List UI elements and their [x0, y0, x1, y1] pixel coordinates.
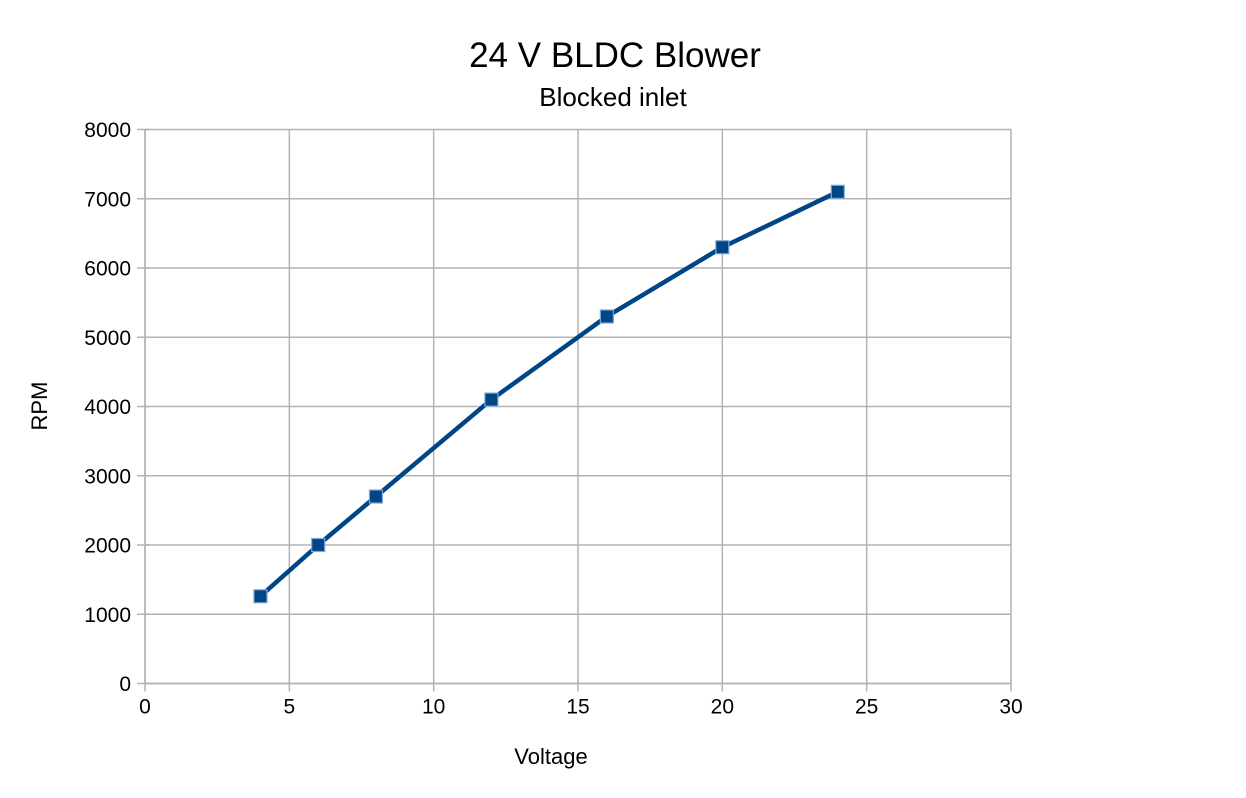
x-tick-label: 25 [855, 696, 878, 719]
y-tick-label: 7000 [84, 188, 131, 211]
chart-subtitle: Blocked inlet [539, 82, 687, 112]
chart-title: 24 V BLDC Blower [469, 36, 761, 75]
data-point-marker [368, 489, 384, 504]
data-point-marker [253, 589, 268, 604]
x-tick-label: 0 [139, 696, 151, 719]
data-point-marker [830, 184, 845, 199]
y-tick-label: 6000 [84, 258, 131, 281]
data-point-marker [484, 392, 499, 407]
data-point-marker [311, 537, 326, 553]
y-tick-label: 0 [119, 673, 131, 696]
series-line [258, 189, 839, 598]
x-axis-title: Voltage [514, 744, 588, 769]
y-tick-label: 8000 [84, 119, 131, 142]
y-tick-label: 1000 [84, 604, 131, 627]
x-tick-label: 30 [999, 696, 1022, 719]
y-axis-title: RPM [27, 381, 52, 431]
data-point-marker [715, 240, 730, 255]
y-tick-label: 5000 [84, 327, 131, 350]
x-tick-label: 20 [711, 696, 734, 719]
y-tick-label: 2000 [84, 535, 131, 558]
y-tick-label: 4000 [84, 396, 131, 419]
x-tick-label: 5 [283, 696, 295, 719]
x-tick-label: 10 [422, 696, 445, 719]
y-tick-label: 3000 [84, 465, 131, 488]
data-point-marker [599, 309, 614, 324]
x-tick-label: 15 [566, 696, 589, 719]
